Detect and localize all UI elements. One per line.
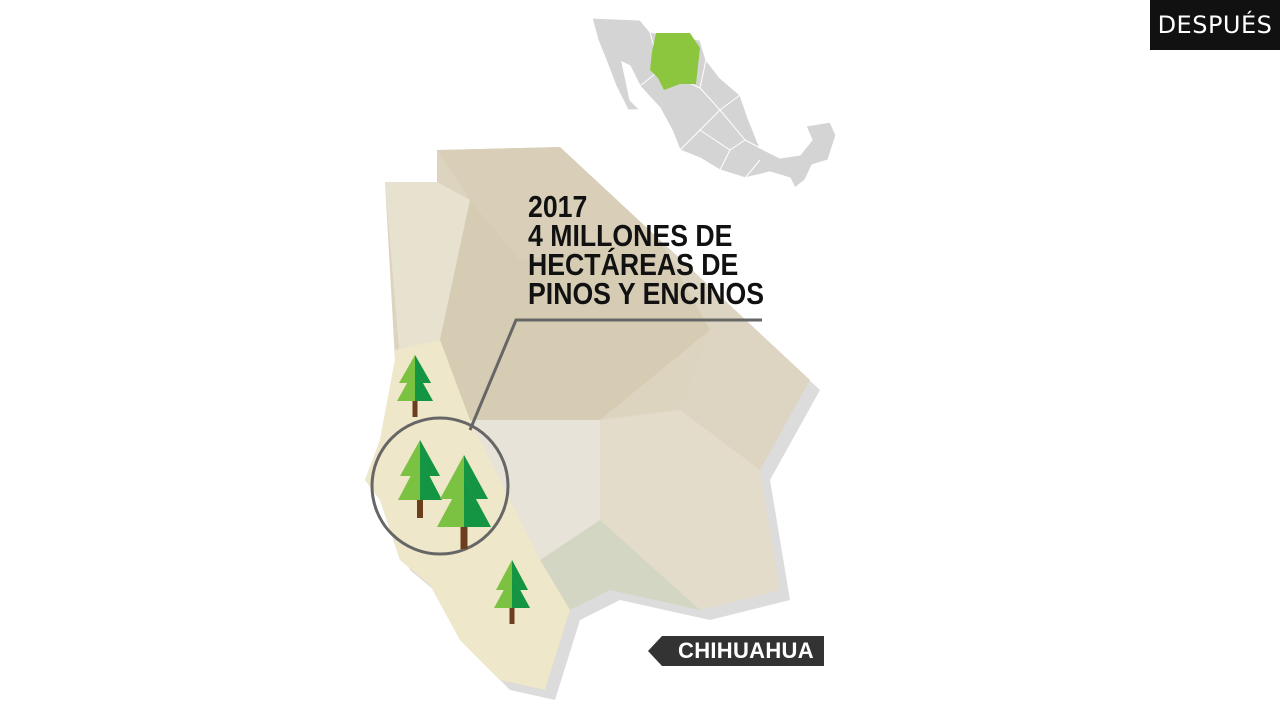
- facet-southeast: [600, 410, 780, 610]
- facet-middle-light: [470, 420, 600, 560]
- state-name-label: CHIHUAHUA: [678, 638, 814, 663]
- callout-year: 2017: [528, 189, 588, 224]
- state-name-tag: CHIHUAHUA: [648, 636, 824, 666]
- callout-line-2: HECTÁREAS DE: [528, 247, 739, 282]
- pine-tree-2: [398, 440, 442, 518]
- pine-tree-3: [437, 455, 491, 549]
- callout-line-1: 4 MILLONES DE: [528, 218, 733, 253]
- callout-leader-line: [468, 318, 762, 431]
- pine-tree-1: [397, 355, 433, 417]
- facet-north: [437, 147, 660, 260]
- after-badge: DESPUÉS: [1150, 0, 1280, 50]
- facet-south-green: [540, 520, 700, 610]
- facet-west-strip: [385, 182, 470, 360]
- callout-magnifier-circle: [370, 416, 510, 556]
- pine-tree-4: [494, 560, 530, 624]
- mexico-map: [591, 17, 837, 189]
- tag-arrow-shape: [648, 636, 824, 666]
- forest-callout: 2017 4 MILLONES DE HECTÁREAS DE PINOS Y …: [528, 189, 765, 311]
- facet-center: [440, 200, 710, 420]
- facet-east: [660, 240, 810, 470]
- chihuahua-highlight: [650, 33, 700, 90]
- callout-line-3: PINOS Y ENCINOS: [528, 276, 765, 311]
